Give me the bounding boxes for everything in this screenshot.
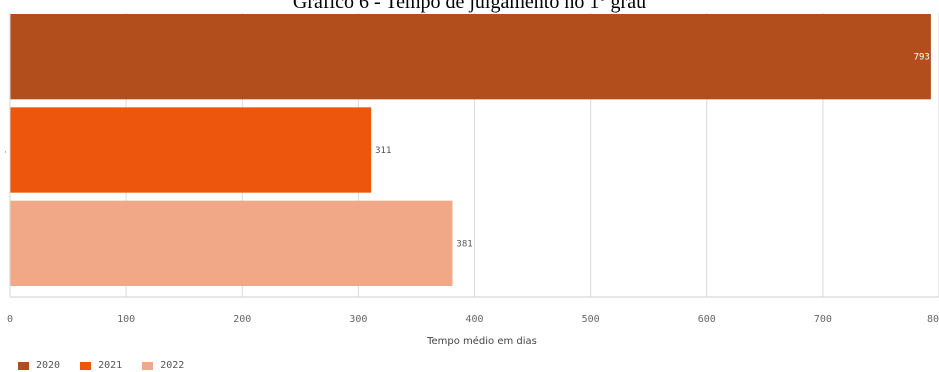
legend-label: 2021	[98, 360, 123, 371]
bar-label-2020: 793	[914, 53, 930, 63]
x-tick-label-1: 100	[117, 314, 135, 325]
legend-item-2022[interactable]: 2022	[142, 360, 184, 371]
bar-label-2022: 381	[456, 239, 472, 249]
bar-2021	[10, 107, 372, 193]
x-axis-ticks: 0 100 200 300 400 500 600 700 80	[7, 314, 939, 325]
x-tick-label-6: 600	[698, 314, 716, 325]
bar-chart: 793 311 381 · 0 100 200 300 400 500 600 700 80 Tem…	[4, 13, 939, 347]
legend-item-2021[interactable]: 2021	[80, 360, 122, 371]
x-tick-label-5: 500	[582, 314, 600, 325]
bar-2020	[10, 14, 931, 100]
x-tick-label-8: 80	[927, 314, 939, 325]
chart-title: Gráfico 6 - Tempo de julgamento no 1º gr…	[292, 0, 647, 13]
y-axis-tick-mark: ·	[4, 148, 7, 158]
legend-swatch	[142, 361, 154, 370]
legend-swatch	[80, 361, 92, 370]
x-tick-label-3: 300	[349, 314, 367, 325]
legend-label: 2020	[36, 360, 61, 371]
x-tick-label-2: 200	[233, 314, 251, 325]
bar-label-2021: 311	[375, 146, 391, 156]
legend-item-2020[interactable]: 2020	[18, 360, 60, 371]
legend-swatch	[18, 361, 29, 370]
x-tick-label-7: 700	[814, 314, 832, 325]
legend: 2020 2021 2022	[18, 360, 184, 371]
legend-label: 2022	[160, 360, 185, 371]
bar-2022	[10, 200, 453, 286]
x-axis-title: Tempo médio em dias	[426, 335, 537, 347]
x-tick-label-0: 0	[7, 314, 13, 325]
x-tick-label-4: 400	[465, 314, 483, 325]
bars: 793 311 381	[10, 14, 931, 286]
